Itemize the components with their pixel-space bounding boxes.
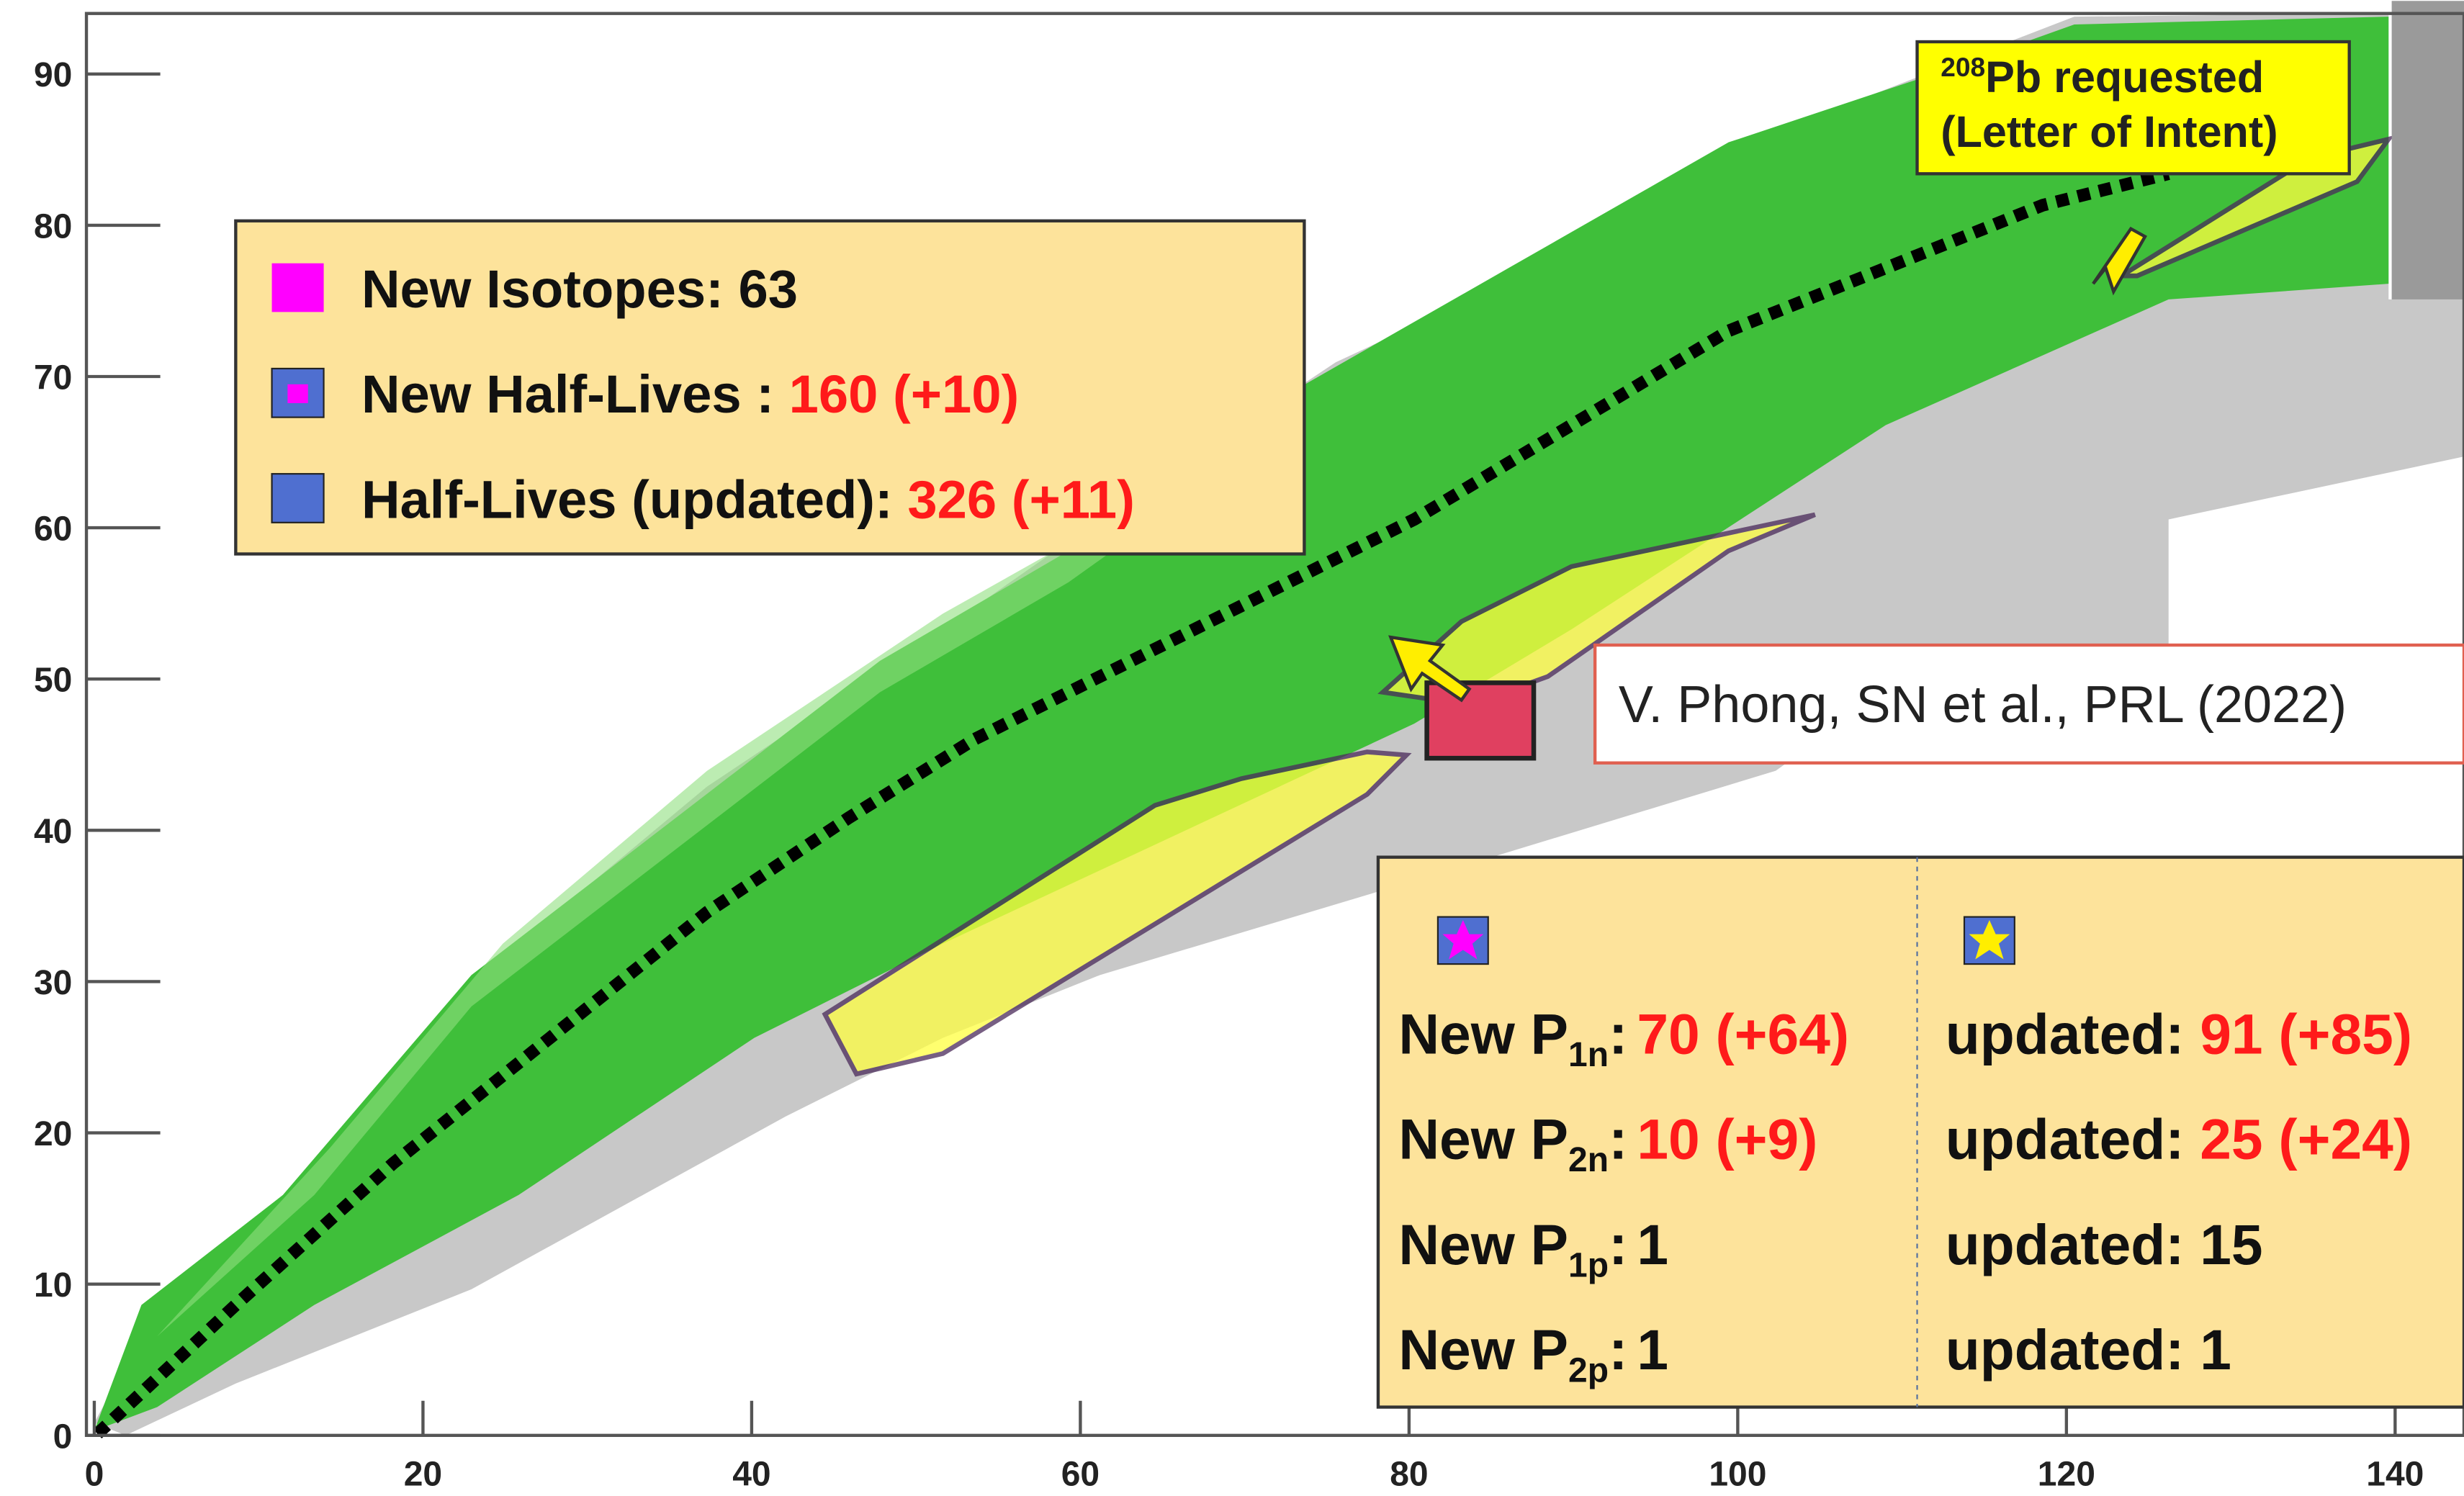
x-tick-label: 20 (404, 1456, 442, 1494)
x-tick-label: 80 (1390, 1456, 1428, 1494)
legend-label: New Isotopes: 63 (361, 259, 798, 319)
pn-sub: 2n (1568, 1141, 1609, 1179)
pn-label: New P (1398, 1213, 1568, 1276)
x-tick-label: 100 (1709, 1456, 1766, 1494)
x-tick-label: 120 (2038, 1456, 2095, 1494)
y-tick-label: 20 (34, 1115, 72, 1153)
legend-entry: New Isotopes: 63 (361, 259, 798, 319)
pn-new: New P2p: 1 (1398, 1318, 1668, 1389)
measured-region (94, 17, 2389, 1431)
y-tick-label: 70 (34, 359, 72, 397)
new-isotope-band (822, 749, 1412, 1077)
new-pn-star (1442, 919, 1484, 960)
request-box (1915, 40, 2351, 176)
x-tick-label: 0 (85, 1456, 104, 1494)
pn-sep: : (1609, 1213, 1627, 1276)
request-note: (Letter of Intent) (1941, 107, 2278, 156)
pn-updated: updated: 1 (1946, 1318, 2231, 1382)
legend-swatch-inner (287, 384, 308, 403)
pn-new: New P1n: 70 (+64) (1398, 1002, 1849, 1073)
pn-new: New P1p: 1 (1398, 1213, 1668, 1284)
x-tick-label: 140 (2366, 1456, 2424, 1494)
legend-entry: Half-Lives (updated): 326 (+11) (361, 469, 1135, 529)
pn-updated-value: 15 (2200, 1213, 2262, 1276)
reference: V. Phong, SN et al., PRL (2022) (1619, 676, 2347, 734)
legend: New Isotopes: 63 New Half-Lives : 160 (+1… (271, 259, 1135, 529)
updated-pn-star (1969, 919, 2010, 960)
pn-updated-label: updated: (1946, 1002, 2200, 1065)
pn-value: 10 (+9) (1637, 1108, 1817, 1171)
legend-label: New Half-Lives : (361, 364, 789, 424)
pn-sub: 1n (1568, 1036, 1609, 1074)
pn-updated-value: 1 (2200, 1318, 2231, 1382)
legend-swatch (271, 263, 324, 312)
legend-entry: New Half-Lives : 160 (+10) (361, 364, 1019, 424)
pn-sep: : (1609, 1318, 1627, 1382)
pn-updated: updated: 15 (1946, 1213, 2263, 1276)
photo (2391, 1, 2464, 299)
pn-updated-label: updated: (1946, 1318, 2200, 1382)
legend-swatch (271, 473, 325, 523)
y-tick-label: 30 (34, 964, 72, 1002)
y-tick-label: 10 (34, 1266, 72, 1305)
y-tick-label: 60 (34, 510, 72, 549)
arrow (2092, 226, 2147, 296)
x-tick-label: 60 (1061, 1456, 1100, 1494)
pn-box (1376, 855, 2464, 1409)
pn-updated: updated: 25 (+24) (1946, 1108, 2412, 1171)
pn-new: New P2n: 10 (+9) (1398, 1108, 1817, 1179)
pn-updated-value: 91 (+85) (2200, 1002, 2412, 1065)
pn-table: New P1n: 70 (+64) updated: 91 (+85)New P2n… (1398, 1002, 2412, 1389)
pn-value: 1 (1637, 1213, 1668, 1276)
pn-label: New P (1398, 1108, 1568, 1171)
arrow (1388, 635, 1472, 703)
stable-isotopes (93, 167, 2170, 1439)
y-tick-label: 40 (34, 813, 72, 851)
pn-value: 70 (+64) (1637, 1002, 1849, 1065)
request: 208Pb requested (1941, 52, 2264, 102)
mass-number: 208 (1941, 52, 1985, 82)
pn-sep: : (1609, 1002, 1627, 1065)
pn-sub: 1p (1568, 1246, 1609, 1284)
pn-label: New P (1398, 1002, 1568, 1065)
y-tick-label: 90 (34, 56, 72, 94)
legend-count: 160 (+10) (789, 364, 1020, 424)
axes: 0 20 40 60 80 100 120 140 0 10 20 30 40 50 60 70 80 90 (34, 56, 2424, 1493)
y-tick-label: 50 (34, 662, 72, 700)
pn-label: New P (1398, 1318, 1568, 1382)
request-text: Pb requested (1985, 53, 2264, 102)
pn-sub: 2p (1568, 1352, 1609, 1390)
pn-updated-label: updated: (1946, 1213, 2200, 1276)
y-tick-label: 0 (53, 1418, 73, 1456)
measured-region-box (1424, 680, 1537, 761)
legend-box (234, 219, 1306, 556)
x-tick-label: 40 (732, 1456, 770, 1494)
pn-sep: : (1609, 1108, 1627, 1171)
y-tick-label: 80 (34, 207, 72, 245)
pn-value: 1 (1637, 1318, 1668, 1382)
pn-updated-value: 25 (+24) (2200, 1108, 2412, 1171)
pn-updated-label: updated: (1946, 1108, 2200, 1171)
pn-updated: updated: 91 (+85) (1946, 1002, 2412, 1065)
legend-label: Half-Lives (updated): (361, 469, 907, 529)
legend-count: 326 (+11) (907, 469, 1135, 529)
